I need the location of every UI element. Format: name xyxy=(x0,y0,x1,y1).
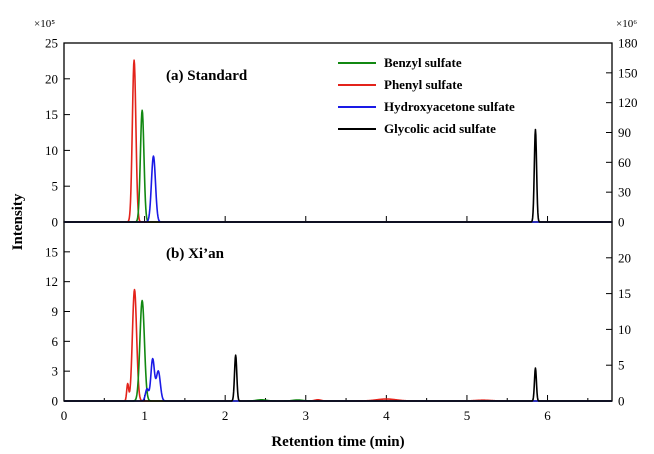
left-scale-factor: ×10⁵ xyxy=(34,18,55,30)
panel-1-right-tick-label-4: 20 xyxy=(618,250,631,265)
legend: Benzyl sulfate Phenyl sulfate Hydroxyace… xyxy=(338,55,515,136)
panel-0-series-benzyl-sulfate xyxy=(63,109,613,223)
x-tick-label-4: 4 xyxy=(383,408,390,423)
legend-label-phenyl: Phenyl sulfate xyxy=(384,77,463,92)
panel-0-right-tick-label-4: 120 xyxy=(618,95,638,110)
panel-1-right-tick-label-3: 15 xyxy=(618,286,631,301)
panel-0-right-tick-label-6: 180 xyxy=(618,36,638,51)
x-tick-label-2: 2 xyxy=(222,408,229,423)
panel-1-left-tick-label-4: 12 xyxy=(45,274,58,289)
panel-0-left-tick-label-3: 15 xyxy=(45,107,58,122)
panel-0-right-tick-label-3: 90 xyxy=(618,125,631,140)
legend-label-benzyl: Benzyl sulfate xyxy=(384,55,462,70)
panel-1-right-tick-label-2: 10 xyxy=(618,322,631,337)
panel-b-label: (b) Xi’an xyxy=(166,246,225,262)
legend-label-glycolic: Glycolic acid sulfate xyxy=(384,121,496,136)
panel-1-left-tick-label-2: 6 xyxy=(52,334,59,349)
series-layer xyxy=(63,59,613,402)
x-tick-label-5: 5 xyxy=(464,408,471,423)
panel-1-right-tick-label-0: 0 xyxy=(618,394,625,409)
x-tick-label-0: 0 xyxy=(61,408,68,423)
panel-0-left-tick-label-1: 5 xyxy=(52,179,59,194)
panel-0-left-tick-label-0: 0 xyxy=(52,215,59,230)
panel-0-right-tick-label-1: 30 xyxy=(618,185,631,200)
panel-0-left-tick-label-5: 25 xyxy=(45,36,58,51)
x-axis-title: Retention time (min) xyxy=(271,434,404,450)
right-scale-text: ×10⁶ xyxy=(616,18,637,30)
panel-1-left-tick-label-0: 0 xyxy=(52,394,59,409)
panel-1-left-tick-label-3: 9 xyxy=(52,304,59,319)
left-scale-text: ×10⁵ xyxy=(34,18,55,30)
panel-a-label: (a) Standard xyxy=(166,68,248,84)
y-axis-title: Intensity xyxy=(10,193,26,250)
x-tick-label-3: 3 xyxy=(303,408,310,423)
panel-a-frame xyxy=(63,42,613,223)
panel-1-series-benzyl-sulfate xyxy=(63,299,613,402)
panel-0-right-tick-label-0: 0 xyxy=(618,215,625,230)
axes-layer: 0 1 2 3 4 5 6051015202503060901201501800369121… xyxy=(45,36,638,424)
x-tick-label-6: 6 xyxy=(544,408,551,423)
x-tick-label-1: 1 xyxy=(141,408,148,423)
panel-1-series-glycolic-acid-sulfate xyxy=(63,354,613,402)
right-scale-factor: ×10⁶ xyxy=(616,18,637,30)
panel-0-left-tick-label-2: 10 xyxy=(45,143,58,158)
panel-1-left-tick-label-5: 15 xyxy=(45,244,58,259)
panel-1-left-tick-label-1: 3 xyxy=(52,364,59,379)
panel-0-series-glycolic-acid-sulfate xyxy=(63,128,613,223)
legend-label-hydroxyacetone: Hydroxyacetone sulfate xyxy=(384,99,515,114)
panel-1-right-tick-label-1: 5 xyxy=(618,358,625,373)
panel-0-right-tick-label-5: 150 xyxy=(618,65,638,80)
panel-0-left-tick-label-4: 20 xyxy=(45,71,58,86)
panel-0-right-tick-label-2: 60 xyxy=(618,155,631,170)
